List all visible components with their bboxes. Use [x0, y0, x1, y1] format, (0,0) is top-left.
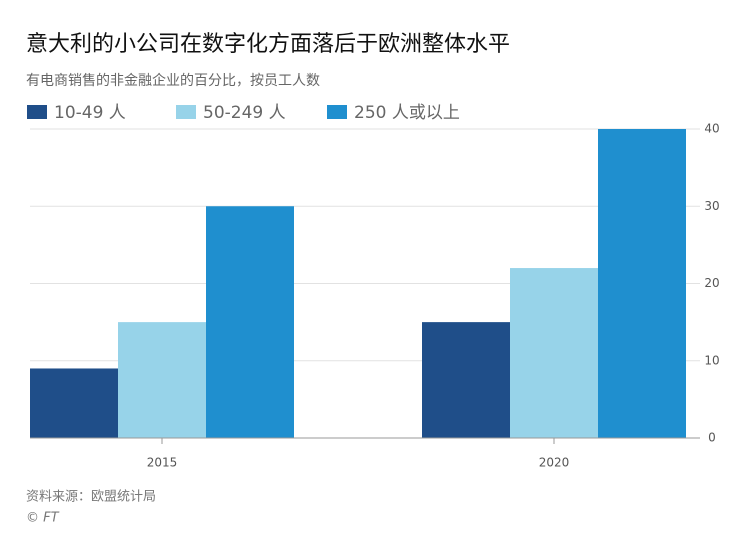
y-tick-label: 10	[704, 353, 719, 367]
y-tick-label: 0	[708, 431, 716, 445]
chart-title: 意大利的小公司在数字化方面落后于欧洲整体水平	[26, 32, 510, 57]
chart-subtitle: 有电商销售的非金融企业的百分比，按员工人数	[26, 72, 320, 89]
y-tick-label: 40	[704, 122, 719, 136]
legend-swatch	[176, 105, 196, 119]
bar	[118, 322, 206, 438]
source: 资料来源：欧盟统计局	[26, 490, 156, 505]
credit: © FT	[26, 511, 60, 526]
bar	[598, 129, 686, 438]
bar	[30, 368, 118, 438]
x-tick-label: 2015	[147, 456, 178, 470]
bar	[206, 206, 294, 438]
legend-swatch	[27, 105, 47, 119]
bar	[422, 322, 510, 438]
y-tick-label: 20	[704, 276, 719, 290]
legend-label: 250 人或以上	[354, 103, 460, 123]
legend-label: 50-249 人	[203, 103, 286, 123]
y-tick-label: 30	[704, 199, 719, 213]
x-tick-label: 2020	[539, 456, 570, 470]
bar	[510, 268, 598, 438]
legend-label: 10-49 人	[54, 103, 126, 123]
legend-swatch	[327, 105, 347, 119]
